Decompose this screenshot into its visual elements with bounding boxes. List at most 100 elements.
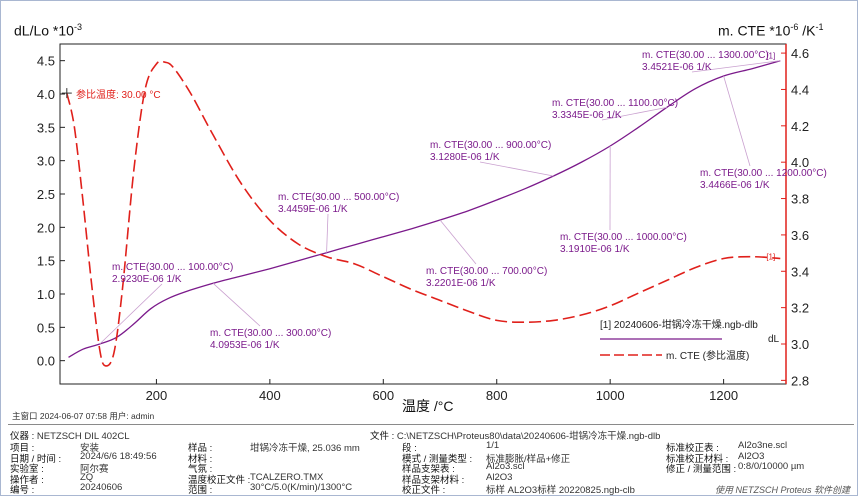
info-value: 坩锅冷冻干燥, 25.036 mm — [250, 443, 360, 454]
annotation-range: m. CTE(30.00 ... 1000.00°C) — [560, 232, 687, 243]
info-value: Al2O3 — [486, 471, 513, 483]
instrument-row: 仪器 : NETZSCH DIL 402CL — [10, 431, 130, 442]
info-label: 标准校正材料 : — [666, 453, 729, 465]
annotation-value: 3.2201E-06 1/K — [426, 278, 496, 289]
y-left-tick-label: 0.5 — [37, 320, 55, 335]
info-label: 材料 : — [188, 453, 213, 465]
info-label: 修正 / 测量范围 : — [666, 464, 737, 475]
annotation-value: 4.0953E-06 1/K — [210, 340, 280, 351]
annotation-range: m. CTE(30.00 ... 500.00°C) — [278, 192, 399, 203]
y-right-tick-label: 4.6 — [791, 46, 809, 61]
legend-series1-suffix: dL — [768, 334, 780, 345]
annotation-leader — [601, 106, 667, 121]
info-label: 日期 / 时间 : — [10, 453, 62, 465]
annotation-leader — [212, 283, 261, 327]
dl-curve-mark: [1] — [766, 52, 775, 61]
y-right-tick-label: 3.0 — [791, 337, 809, 352]
x-tick-label: 200 — [146, 388, 168, 403]
y-left-tick-label: 1.5 — [37, 254, 55, 269]
info-label: 范围 : — [188, 485, 213, 496]
info-value: TCALZERO.TMX — [250, 471, 324, 483]
annotation-value: 2.9230E-06 1/K — [112, 274, 182, 285]
info-value: 30°C/5.0(K/min)/1300°C — [250, 482, 353, 493]
annotation-leader — [723, 75, 751, 167]
info-label: 模式 / 测量类型 : — [402, 453, 473, 465]
info-label: 样品支架表 : — [402, 464, 455, 475]
info-value: 阿尔赛 — [80, 464, 109, 475]
info-label: 样品支架材料 : — [402, 474, 465, 486]
status-bar: 主窗口 2024-06-07 07:58 用户: admin — [12, 411, 155, 421]
y-right-tick-label: 4.2 — [791, 119, 809, 134]
y-right-axis-title: m. CTE *10-6 /K-1 — [718, 22, 824, 39]
plot-frame — [59, 43, 787, 385]
x-tick-label: 400 — [259, 388, 281, 403]
series-dl-line — [68, 60, 781, 358]
y-left-tick-label: 3.5 — [37, 120, 55, 135]
info-label: 段 : — [402, 443, 417, 454]
info-value: 标样 AL2O3标样 20220825.ngb-clb — [486, 485, 635, 496]
info-label: 校正文件 : — [402, 485, 446, 496]
annotation-range: m. CTE(30.00 ... 300.00°C) — [210, 328, 331, 339]
info-value: 2024/6/6 18:49:56 — [80, 450, 157, 462]
y-left-tick-label: 0.0 — [37, 354, 55, 369]
info-label: 标准校正表 : — [666, 443, 719, 454]
info-value: 安装 — [80, 443, 100, 454]
x-tick-label: 800 — [486, 388, 508, 403]
info-value: 0:8/0/10000 µm — [738, 461, 805, 472]
y-left-tick-label: 4.5 — [37, 54, 55, 69]
y-right-tick-label: 3.4 — [791, 264, 809, 279]
info-label: 编号 : — [10, 485, 35, 496]
y-right-tick-label: 3.8 — [791, 192, 809, 207]
annotation-leader — [439, 219, 477, 265]
series-cte-line — [66, 60, 781, 367]
cte-curve-mark: [1] — [766, 253, 775, 262]
annotation-range: m. CTE(30.00 ... 1100.00°C) — [552, 98, 678, 109]
info-table: 仪器 : NETZSCH DIL 402CL 文件 : C:\NETZSCH\P… — [8, 424, 854, 496]
x-axis-title: 温度 /°C — [402, 398, 454, 414]
annotation-range: m. CTE(30.00 ... 1200.00°C) — [700, 168, 827, 179]
info-value: 1/1 — [486, 440, 500, 451]
info-label: 样品 : — [188, 443, 213, 454]
y-right-tick-label: 2.8 — [791, 373, 809, 388]
info-label: 项目 : — [10, 443, 35, 454]
annotation-value: 3.1280E-06 1/K — [430, 152, 500, 163]
annotation-value: 3.4521E-06 1/K — [642, 62, 712, 73]
annotation-leader — [99, 283, 163, 345]
software-credit: 使用 NETZSCH Proteus 软件创建 — [714, 485, 850, 495]
info-value: ZQ — [80, 471, 94, 483]
legend-series1-label: [1] 20240606-坩锅冷冻干燥.ngb-dlb — [600, 318, 758, 331]
annotation-range: m. CTE(30.00 ... 1300.00°C) — [642, 50, 769, 61]
info-value: Al2o3ne.scl — [738, 440, 788, 451]
chart-area: 200 400 600 800 1000 1200 0.0 0.5 1.0 1.5 2.0 2.5 3.… — [37, 43, 827, 403]
annotation-leader — [691, 60, 781, 73]
file-row: 文件 : C:\NETZSCH\Proteus80\data\20240606-… — [370, 431, 661, 442]
annotation-value: 3.3345E-06 1/K — [552, 110, 622, 121]
y-right-tick-label: 4.0 — [791, 155, 809, 170]
annotation-leader — [479, 161, 554, 177]
y-left-axis-title: dL/Lo *10-3 — [14, 22, 82, 39]
info-label: 气氛 : — [188, 464, 213, 475]
annotation-value: 3.1910E-06 1/K — [560, 244, 630, 255]
y-right-tick-label: 4.4 — [791, 82, 809, 97]
annotation-range: m. CTE(30.00 ... 900.00°C) — [430, 140, 551, 151]
annotation-range: m. CTE(30.00 ... 100.00°C) — [112, 262, 233, 273]
annotation-range: m. CTE(30.00 ... 700.00°C) — [426, 266, 547, 277]
info-value: 20240606 — [80, 482, 123, 493]
x-tick-label: 600 — [372, 388, 394, 403]
legend-series2-label: m. CTE (参比温度) — [666, 349, 749, 362]
y-left-tick-label: 1.0 — [37, 287, 55, 302]
info-label: 操作者 : — [10, 474, 44, 486]
y-left-tick-label: 2.0 — [37, 220, 55, 235]
annotation-leader — [326, 213, 329, 253]
y-left-tick-label: 3.0 — [37, 154, 55, 169]
annotation-value: 3.4466E-06 1/K — [700, 180, 770, 191]
y-left-tick-label: 4.0 — [37, 87, 55, 102]
info-label: 温度校正文件 : — [188, 474, 251, 486]
y-right-tick-label: 3.6 — [791, 228, 809, 243]
info-value: Al2o3.scl — [486, 461, 525, 472]
ref-temp-label: 参比温度: 30.00 °C — [76, 88, 161, 101]
annotation-value: 3.4459E-06 1/K — [278, 204, 348, 215]
x-tick-label: 1200 — [709, 388, 738, 403]
x-tick-label: 1000 — [596, 388, 625, 403]
